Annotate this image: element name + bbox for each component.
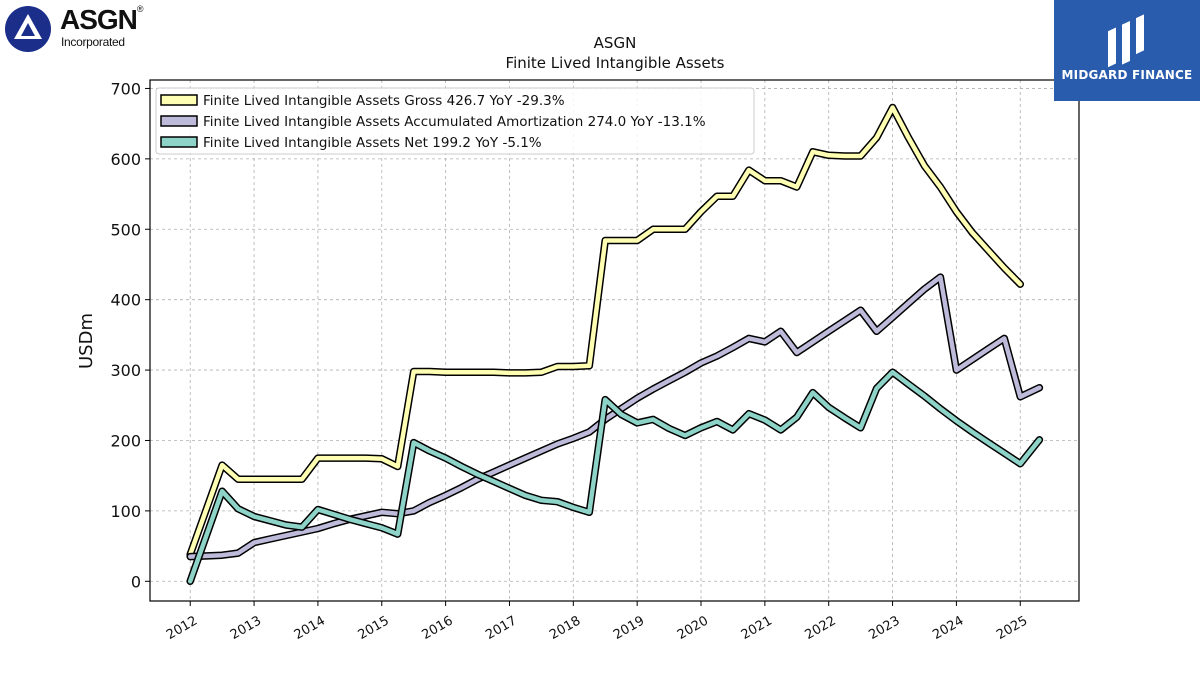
x-tick-label: 2025 xyxy=(994,613,1030,643)
series-line-outline-gross xyxy=(186,103,1025,559)
midgard-finance-logo: MIDGARD FINANCE xyxy=(1054,0,1200,101)
x-tick-label: 2020 xyxy=(675,613,711,643)
y-tick-label: 300 xyxy=(110,361,141,380)
chart-company-title: ASGN xyxy=(594,34,637,52)
legend-label-net: Finite Lived Intangible Assets Net 199.2… xyxy=(203,135,542,151)
legend-label-amort: Finite Lived Intangible Assets Accumulat… xyxy=(203,114,706,130)
x-tick-label: 2023 xyxy=(866,613,902,643)
x-tick-label: 2013 xyxy=(228,613,264,643)
chart-title: Finite Lived Intangible Assets xyxy=(506,54,725,72)
x-tick-label: 2014 xyxy=(292,613,328,643)
legend-swatch-net xyxy=(160,136,198,148)
plot-area: 0 100 200 300 400 500 600 700 2012 2013 2014 2015 20… xyxy=(110,79,1080,643)
y-tick-label: 700 xyxy=(110,79,141,98)
series-line-gross xyxy=(187,105,1023,557)
x-tick-label: 2022 xyxy=(803,613,839,643)
legend-swatch-amort xyxy=(160,115,198,127)
y-tick-label: 500 xyxy=(110,220,141,239)
y-tick-label: 200 xyxy=(110,431,141,450)
legend-swatch-gross xyxy=(160,94,198,106)
x-tick-label: 2019 xyxy=(611,613,647,643)
legend-box xyxy=(155,87,755,155)
y-tick-label: 0 xyxy=(131,572,141,591)
legend-label-gross: Finite Lived Intangible Assets Gross 426… xyxy=(203,93,565,109)
x-tick-label: 2018 xyxy=(547,613,583,643)
x-tick-label: 2021 xyxy=(739,613,775,643)
y-axis-label: USDm xyxy=(76,313,97,369)
midgard-logo-text: MIDGARD FINANCE xyxy=(1061,68,1193,82)
x-tick-label: 2012 xyxy=(164,613,200,643)
y-tick-label: 100 xyxy=(110,502,141,521)
midgard-logo-mark-icon xyxy=(1108,14,1144,68)
x-tick-label: 2015 xyxy=(356,613,392,643)
y-tick-label: 600 xyxy=(110,150,141,169)
asgn-logo: ASGN® Incorporated xyxy=(4,4,154,54)
y-tick-label: 400 xyxy=(110,291,141,310)
x-tick-label: 2016 xyxy=(419,613,455,643)
x-tick-label: 2024 xyxy=(930,613,966,643)
x-tick-label: 2017 xyxy=(483,613,519,643)
asgn-logo-name: ASGN® xyxy=(60,4,143,35)
asgn-logo-mark-icon xyxy=(5,6,51,52)
plot-frame xyxy=(149,79,1080,602)
asgn-logo-sub: Incorporated xyxy=(61,35,125,49)
series-line-net xyxy=(187,369,1042,584)
